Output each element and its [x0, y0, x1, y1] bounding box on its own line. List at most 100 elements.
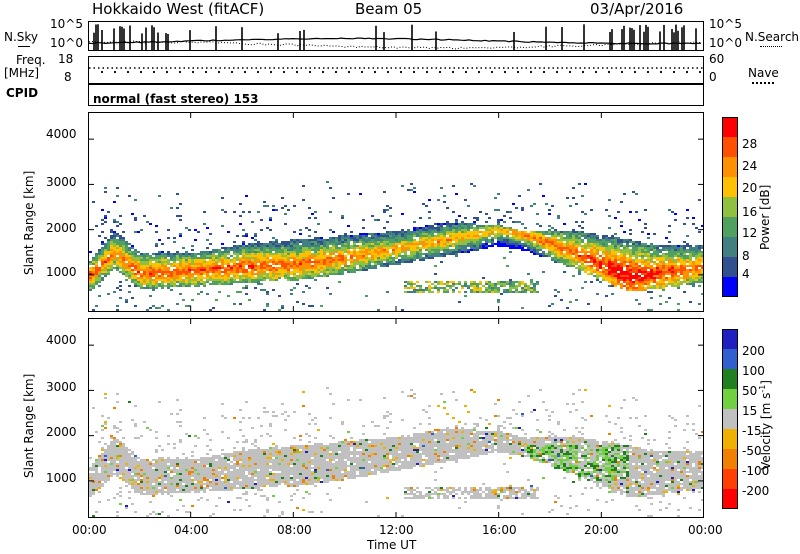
- power-cell: [299, 233, 302, 235]
- power-cell: [281, 251, 284, 253]
- velocity-cell: [164, 465, 167, 467]
- power-cell: [605, 253, 608, 255]
- velocity-cell: [197, 475, 200, 477]
- velocity-cell: [176, 461, 179, 463]
- power-cell: [689, 261, 692, 263]
- velocity-cell: [182, 491, 185, 493]
- power-cell: [404, 287, 407, 289]
- power-cell: [488, 239, 491, 241]
- power-cell: [125, 265, 128, 267]
- power-cell: [674, 251, 677, 253]
- power-cell: [410, 283, 413, 285]
- power-cell: [377, 243, 380, 245]
- power-cell: [485, 229, 488, 231]
- power-cell: [296, 241, 299, 243]
- power-cell: [425, 235, 428, 237]
- velocity-cell: [131, 487, 134, 489]
- power-cell: [470, 249, 473, 251]
- power-cell: [686, 279, 689, 281]
- velocity-cell: [95, 481, 98, 483]
- power-cell: [221, 259, 224, 261]
- power-cell: [152, 285, 155, 287]
- power-cell: [320, 245, 323, 247]
- power-cell: [104, 245, 107, 247]
- power-cell: [407, 247, 410, 249]
- power-cell: [215, 281, 218, 283]
- velocity-cell: [176, 479, 179, 481]
- power-cell: [443, 235, 446, 237]
- velocity-cell: [149, 479, 152, 481]
- power-cell: [260, 289, 263, 291]
- velocity-cell: [89, 475, 92, 477]
- velocity-cell: [101, 465, 104, 467]
- power-cell: [200, 283, 203, 285]
- power-cell: [434, 285, 437, 287]
- power-cell: [119, 251, 122, 253]
- power-colorbar-segment: [722, 117, 738, 138]
- velocity-cell: [134, 459, 137, 461]
- power-cell: [371, 233, 374, 235]
- power-cell: [158, 267, 161, 269]
- power-cell: [200, 251, 203, 253]
- power-cell: [293, 205, 296, 207]
- power-cell: [485, 287, 488, 289]
- power-cell: [146, 273, 149, 275]
- power-cell: [290, 255, 293, 257]
- power-cell: [356, 235, 359, 237]
- power-cell: [497, 227, 500, 229]
- nave-label-dots: [752, 82, 774, 84]
- power-cell: [233, 257, 236, 259]
- power-cell: [479, 227, 482, 229]
- power-cell: [227, 271, 230, 273]
- velocity-cell: [122, 437, 125, 439]
- power-cell: [686, 255, 689, 257]
- power-cell: [431, 287, 434, 289]
- power-cell: [542, 237, 545, 239]
- power-cell: [374, 237, 377, 239]
- velocity-cell: [152, 475, 155, 477]
- power-cell: [242, 267, 245, 269]
- power-cell: [287, 241, 290, 243]
- power-cell: [452, 225, 455, 227]
- power-cell: [326, 275, 329, 277]
- power-cell: [605, 261, 608, 263]
- power-cell: [650, 273, 653, 275]
- power-cell: [608, 257, 611, 259]
- power-cell: [137, 231, 140, 233]
- power-cell: [455, 193, 458, 195]
- power-cell: [263, 309, 266, 311]
- power-cell: [440, 245, 443, 247]
- velocity-cell: [173, 479, 176, 481]
- power-cell: [647, 279, 650, 281]
- power-cell: [458, 283, 461, 285]
- power-cell: [356, 259, 359, 261]
- velocity-cell: [125, 447, 128, 449]
- power-cell: [458, 231, 461, 233]
- power-cell: [314, 231, 317, 233]
- power-cell: [212, 283, 215, 285]
- power-cell: [98, 281, 101, 283]
- power-cell: [551, 243, 554, 245]
- velocity-cell: [149, 485, 152, 487]
- power-cell: [572, 239, 575, 241]
- power-cell: [695, 275, 698, 277]
- power-cell: [251, 271, 254, 273]
- power-cell: [656, 249, 659, 251]
- power-cell: [641, 245, 644, 247]
- power-cell: [341, 249, 344, 251]
- power-cell: [176, 271, 179, 273]
- power-cell: [323, 269, 326, 271]
- power-cell: [353, 241, 356, 243]
- power-cell: [629, 239, 632, 241]
- power-cell: [89, 275, 92, 277]
- power-cell: [653, 281, 656, 283]
- power-cell: [395, 247, 398, 249]
- power-cell: [698, 245, 701, 247]
- power-cell: [143, 215, 146, 217]
- power-cell: [548, 241, 551, 243]
- power-cell: [281, 249, 284, 251]
- power-cell: [479, 281, 482, 283]
- power-cell: [503, 229, 506, 231]
- power-cell: [593, 261, 596, 263]
- power-cell: [395, 245, 398, 247]
